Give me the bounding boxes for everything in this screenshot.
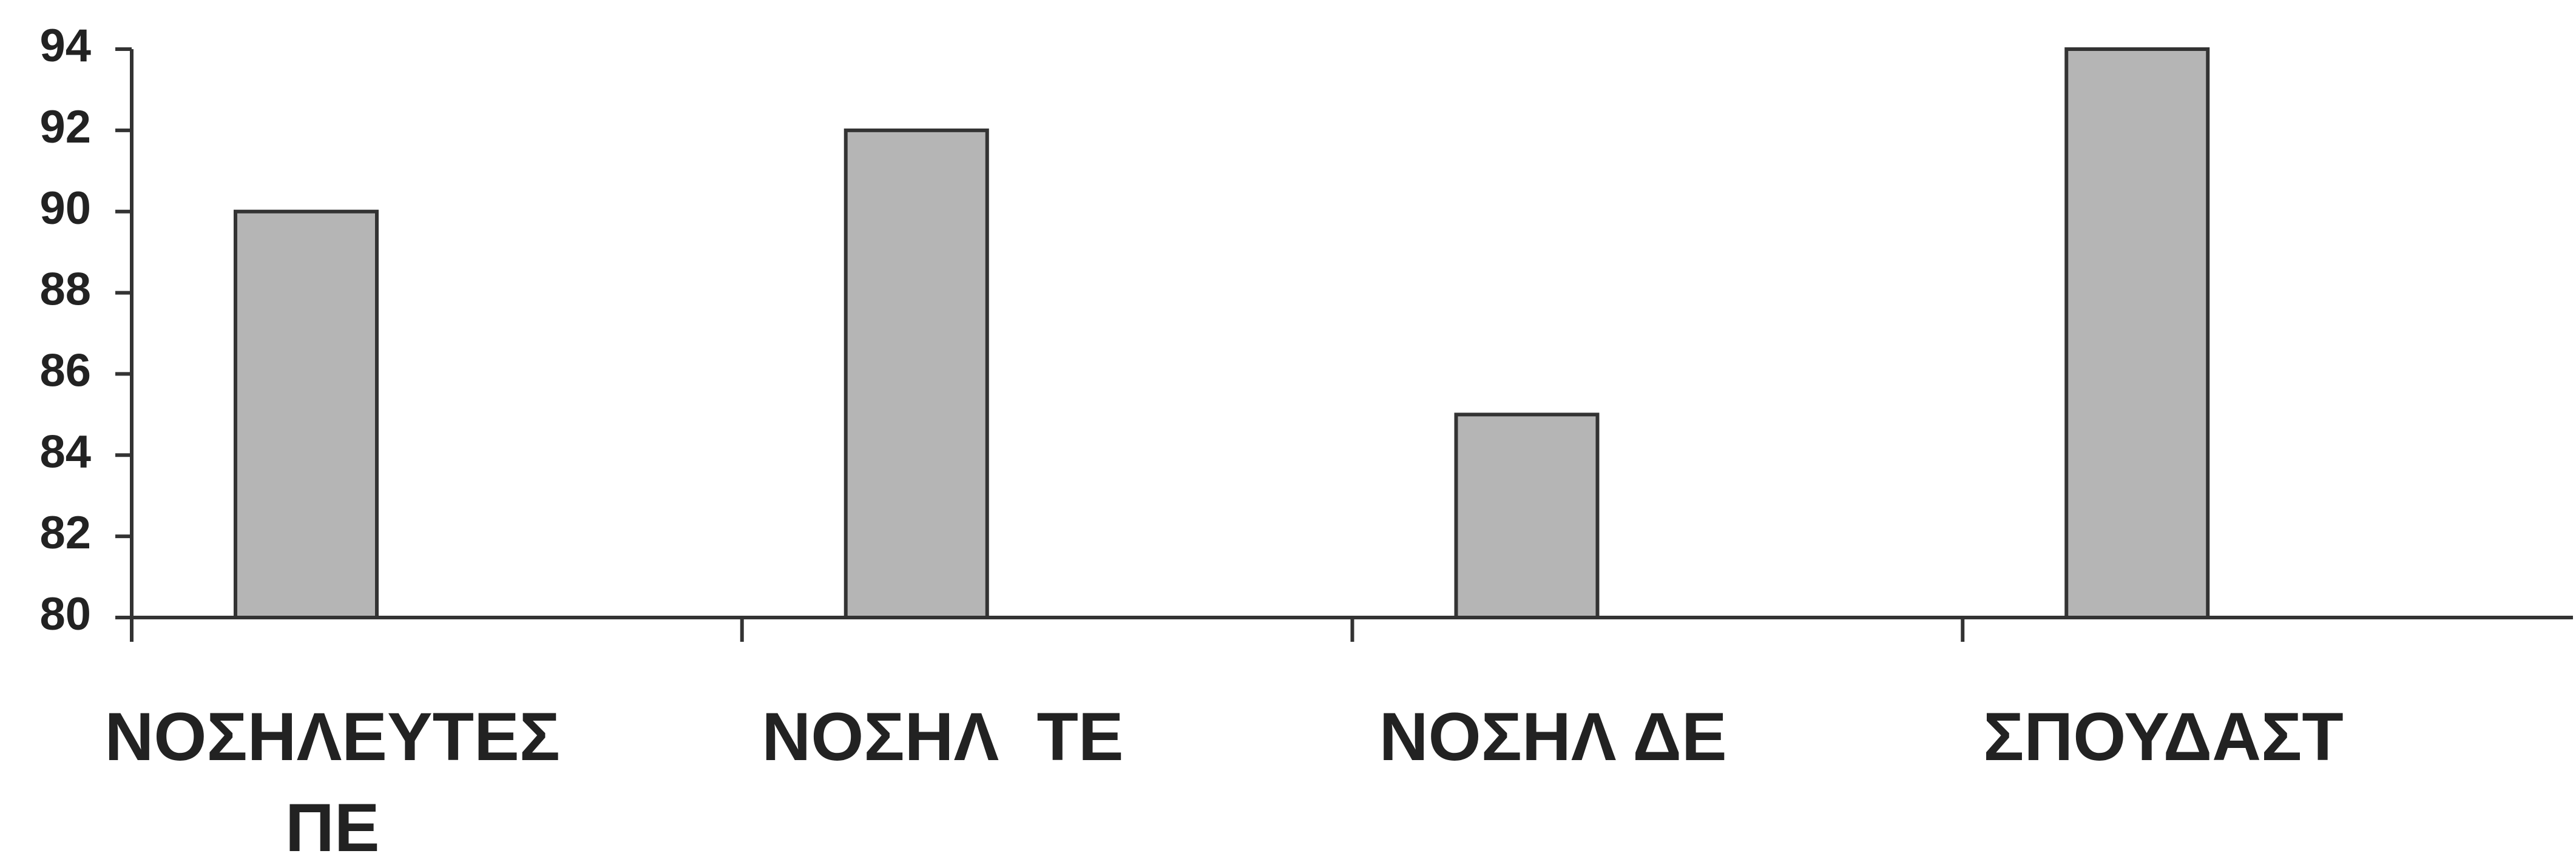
y-tick-label: 86 (39, 345, 91, 397)
y-tick-label: 82 (39, 507, 91, 559)
y-tick-label: 80 (39, 588, 91, 640)
x-tick-label: ΝΟΣΗΛ ΤΕ (762, 699, 1124, 775)
y-tick-label: 92 (39, 101, 91, 153)
y-tick-label: 94 (39, 20, 91, 72)
y-tick-label: 90 (39, 183, 91, 234)
x-tick-label: ΝΟΣΗΛΕΥΤΕΣ ΠΕ (104, 699, 580, 862)
y-tick-label: 84 (39, 426, 91, 477)
x-tick-label: ΣΠΟΥΔΑΣΤ (1983, 699, 2344, 775)
y-tick-label: 88 (39, 264, 91, 315)
bar (843, 128, 989, 620)
x-tick-label: ΝΟΣΗΛ ΔΕ (1379, 699, 1727, 775)
bar (2064, 47, 2210, 619)
bar (1454, 412, 1600, 619)
bar (234, 209, 379, 619)
